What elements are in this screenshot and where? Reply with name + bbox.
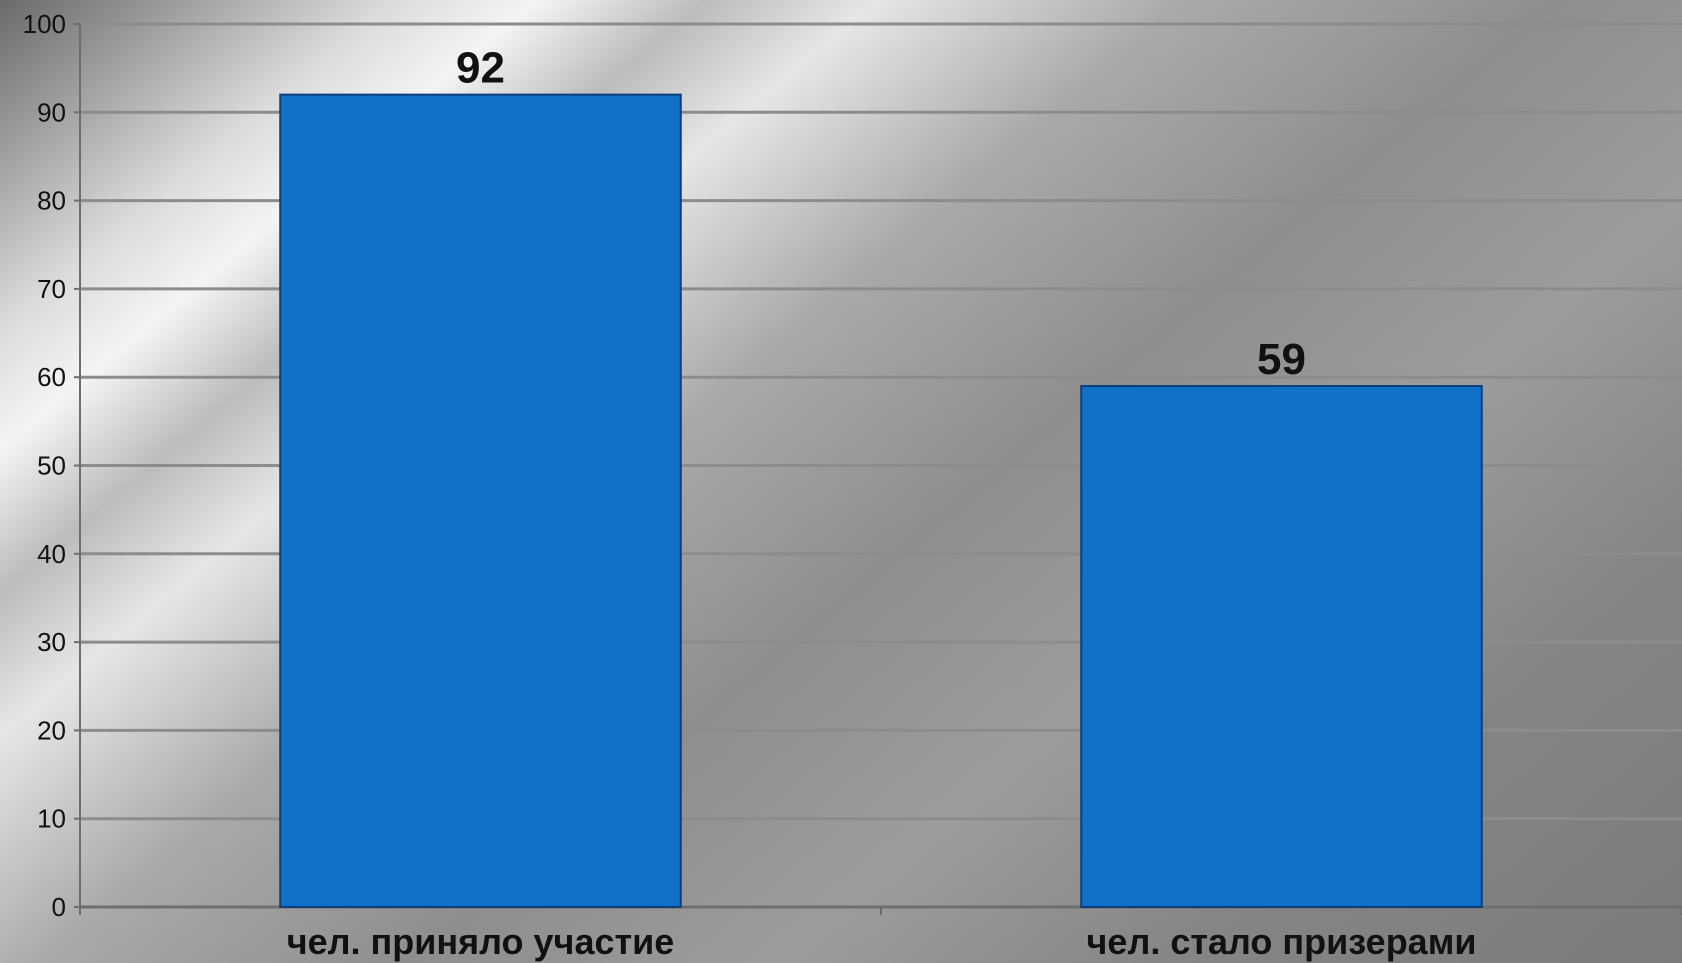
y-tick-label: 100 [23, 9, 66, 39]
y-tick-label: 90 [37, 97, 66, 127]
y-tick-label: 80 [37, 186, 66, 216]
labels: 0 10 20 30 40 50 60 70 80 90 100 92 чел. приняло уча… [23, 9, 1477, 962]
y-tick-label: 50 [37, 451, 66, 481]
y-tick-label: 0 [52, 892, 66, 922]
bar-2 [1080, 385, 1483, 908]
x-category-label-1: чел. приняло участие [287, 921, 675, 962]
y-tick-label: 20 [37, 715, 66, 745]
y-tick-label: 60 [37, 362, 66, 392]
bars [279, 93, 1483, 908]
y-tick-label: 70 [37, 274, 66, 304]
data-label-2: 59 [1257, 335, 1306, 384]
y-tick-label: 40 [37, 539, 66, 569]
x-category-label-2: чел. стало призерами [1087, 921, 1477, 962]
bar-1 [279, 93, 682, 908]
y-tick-label: 30 [37, 627, 66, 657]
data-label-1: 92 [456, 44, 505, 93]
y-tick-label: 10 [37, 804, 66, 834]
